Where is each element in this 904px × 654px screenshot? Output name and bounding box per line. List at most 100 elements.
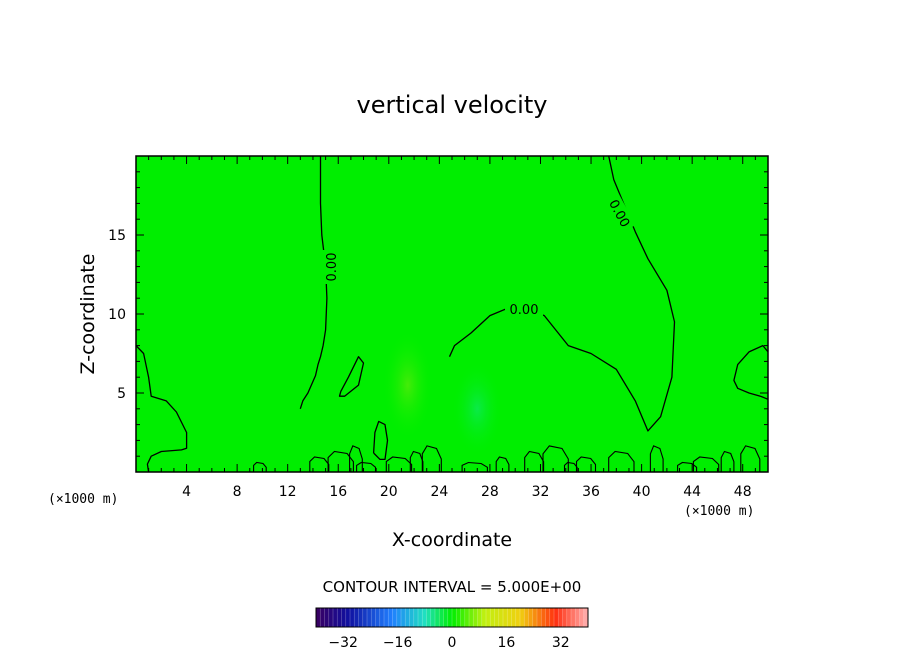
colorbar-segment: [384, 608, 389, 627]
colorbar-tick-label: 16: [497, 635, 515, 651]
zero-contour-line: [299, 156, 328, 409]
x-tick-label: 12: [279, 484, 297, 500]
zero-contour-line: [338, 356, 365, 397]
colorbar-segment: [354, 608, 359, 627]
colorbar-segment: [345, 608, 351, 627]
colorbar-segment: [435, 608, 440, 627]
colorbar-segment: [507, 608, 512, 627]
colorbar-tick-labels: −32 −16 0 16 32: [328, 635, 569, 651]
zero-contours: [136, 156, 768, 472]
colorbar-segment: [324, 608, 330, 627]
colorbar-segment: [367, 608, 372, 627]
x-tick-label: 48: [734, 484, 752, 500]
zero-contour-line: [372, 420, 389, 461]
ground-contour: [421, 445, 442, 472]
y-tick-label: 15: [108, 228, 126, 244]
colorbar-segment: [545, 608, 551, 627]
colorbar-segment: [571, 608, 576, 627]
ground-contour: [740, 445, 761, 472]
x-tick-label: 36: [582, 484, 600, 500]
colorbar-segment: [460, 608, 466, 627]
colorbar-segment: [328, 608, 334, 627]
colorbar-segment: [375, 608, 381, 627]
zero-contour-line: [733, 344, 768, 400]
colorbar-frame: [315, 607, 589, 628]
colorbar: [315, 607, 589, 628]
colorbar-segment: [541, 608, 546, 627]
colorbar-segment: [469, 608, 474, 627]
ground-contour: [575, 456, 597, 472]
colorbar-segment: [396, 608, 402, 627]
colorbar-segment: [464, 608, 470, 627]
colorbar-segment: [320, 608, 325, 627]
colorbar-segment: [562, 608, 568, 627]
colorbar-segment: [473, 608, 478, 627]
ground-contour: [677, 461, 698, 472]
ground-contour: [309, 456, 330, 472]
y-tick-label: 10: [108, 307, 126, 323]
colorbar-segment: [350, 608, 355, 627]
contour-label: 0.00: [325, 253, 340, 282]
colorbar-tick-label: 32: [552, 635, 570, 651]
ground-contour: [409, 450, 424, 472]
chart-title: vertical velocity: [357, 91, 548, 119]
ground-contour: [253, 461, 267, 472]
x-tick-label: 28: [481, 484, 499, 500]
colorbar-segment: [456, 608, 461, 627]
plot-area: [136, 156, 768, 472]
colorbar-segment: [405, 608, 410, 627]
ground-contour: [720, 450, 735, 472]
ground-contour: [327, 450, 354, 472]
colorbar-tick-label: −32: [328, 635, 358, 651]
colorbar-segment: [409, 608, 415, 627]
colorbar-segment: [515, 608, 521, 627]
colorbar-tick-label: −16: [383, 635, 413, 651]
colorbar-segment: [426, 608, 432, 627]
colorbar-segment: [379, 608, 385, 627]
colorbar-segment: [452, 608, 457, 627]
x-tick-label: 32: [532, 484, 550, 500]
y-tick-label: 5: [117, 386, 126, 402]
colorbar-segment: [494, 608, 500, 627]
colorbar-segment: [579, 608, 585, 627]
colorbar-segment: [490, 608, 495, 627]
colorbar-segment: [575, 608, 580, 627]
x-unit-left: (×1000 m): [48, 492, 118, 507]
x-tick-label: 20: [380, 484, 398, 500]
contour-label: 0.00: [510, 303, 539, 318]
colorbar-segment: [524, 608, 529, 627]
x-tick-label: 40: [633, 484, 651, 500]
colorbar-segment: [422, 608, 427, 627]
colorbar-segment: [549, 608, 555, 627]
colorbar-segment: [401, 608, 406, 627]
colorbar-segment: [316, 608, 321, 627]
ground-contour: [495, 456, 510, 472]
ground-contour: [649, 445, 664, 472]
colorbar-segment: [439, 608, 444, 627]
colorbar-segment: [554, 608, 559, 627]
colorbar-segment: [388, 608, 393, 627]
colorbar-segment: [443, 608, 449, 627]
colorbar-segment: [418, 608, 423, 627]
y-tick-labels: 5 10 15: [108, 228, 126, 402]
y-axis-label: Z-coordinate: [77, 254, 99, 375]
colorbar-segment: [520, 608, 525, 627]
ground-contour: [692, 456, 720, 472]
colorbar-segment: [358, 608, 364, 627]
x-tick-label: 4: [182, 484, 191, 500]
ground-contour: [461, 461, 488, 472]
ground-contour: [563, 461, 578, 472]
colorbar-segment: [392, 608, 398, 627]
x-tick-labels: 4 8 12 16 20 24 28 32 36 40 44 48: [182, 484, 752, 500]
ground-contour: [524, 450, 545, 472]
colorbar-segment: [430, 608, 436, 627]
colorbar-tick-label: 0: [448, 635, 457, 651]
negative-patch: [452, 361, 503, 457]
zero-contour-line: [448, 156, 676, 432]
colorbar-segment: [566, 608, 572, 627]
colorbar-segment: [481, 608, 487, 627]
colorbar-segment: [362, 608, 368, 627]
colorbar-segment: [532, 608, 538, 627]
colorbar-segment: [583, 608, 589, 627]
